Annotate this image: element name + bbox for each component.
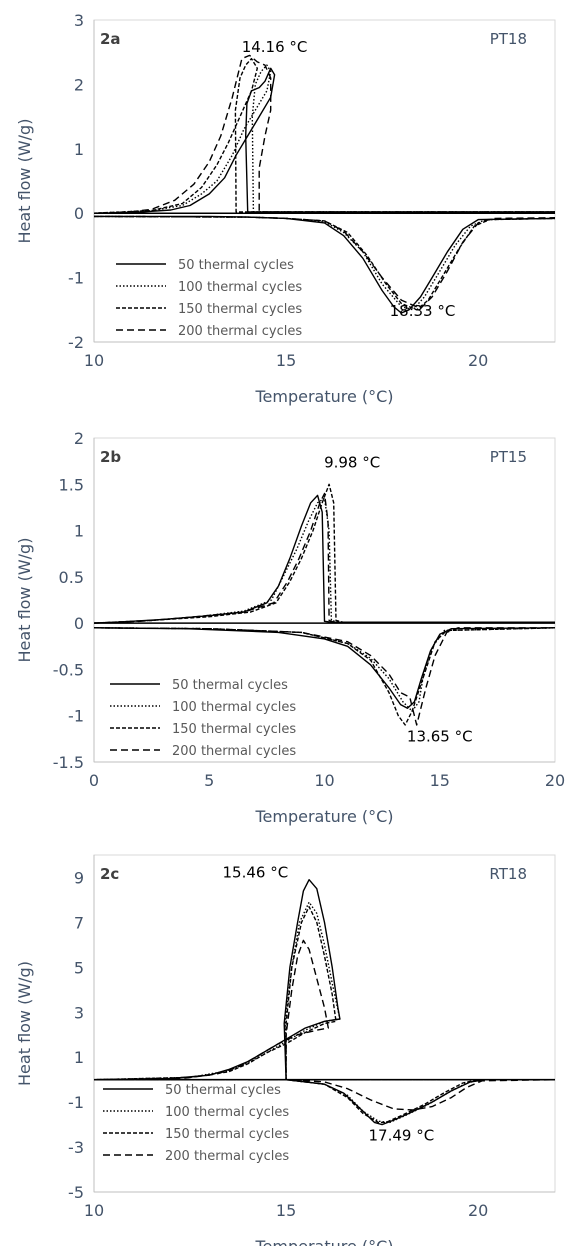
series-line-3-cooling: [93, 906, 555, 1081]
series-line-3-heating: [94, 1078, 555, 1124]
x-axis-title: Temperature (°C): [254, 807, 393, 826]
y-tick-label: -5: [68, 1183, 84, 1202]
x-tick-label: 15: [276, 1201, 296, 1220]
y-tick-label: 1: [74, 140, 84, 159]
x-axis-title: Temperature (°C): [254, 1237, 393, 1246]
x-tick-label: 20: [468, 1201, 488, 1220]
legend-label: 100 thermal cycles: [178, 280, 302, 295]
series-line-1-cooling: [93, 494, 555, 624]
material-label: PT18: [490, 30, 527, 48]
y-tick-label: 0: [74, 204, 84, 223]
y-tick-label: 3: [74, 1003, 84, 1022]
y-tick-label: -2: [68, 333, 84, 352]
chart-panel-2a: -2 -1 0 1 2 3 10 15 20 Temperature (°C) Heat flow …: [15, 11, 556, 406]
y-axis-title: Heat flow (W/g): [15, 961, 34, 1086]
x-tick-label: 10: [84, 351, 104, 370]
series-line-3-heating: [93, 627, 556, 726]
y-tick-label: 2: [74, 429, 84, 448]
chart-panel-2c: -5 -3 -1 1 3 5 7 9 10 15 20 Temperature (°C) Heat fl…: [15, 854, 556, 1251]
y-tick-label: -1.5: [53, 753, 84, 772]
series-line-4-cooling: [93, 939, 555, 1081]
legend-label: 150 thermal cycles: [172, 722, 296, 737]
legend: 50 thermal cycles 100 thermal cycles 150 t…: [103, 1083, 289, 1164]
y-tick-label: 5: [74, 958, 84, 977]
legend-label: 200 thermal cycles: [178, 324, 302, 339]
series-line-2-cooling: [93, 901, 555, 1081]
y-tick-label: 7: [74, 913, 84, 932]
y-tick-label: 0.5: [59, 568, 84, 587]
panel-label: 2c: [100, 865, 119, 883]
series-line-3-cooling: [93, 57, 555, 214]
series-line-4-cooling: [93, 54, 555, 214]
x-tick-label: 10: [84, 1201, 104, 1220]
peak-annotation: 13.65 °C: [407, 728, 473, 746]
y-axis-title: Heat flow (W/g): [15, 538, 34, 663]
legend-label: 50 thermal cycles: [178, 258, 294, 273]
plot-area: [93, 854, 556, 1193]
y-tick-label: 1: [74, 1048, 84, 1067]
series-line-4-heating: [94, 1078, 556, 1111]
series-line-2-cooling: [93, 497, 555, 624]
series-line-2-heating: [93, 215, 556, 311]
x-tick-label: 20: [545, 771, 565, 790]
material-label: PT15: [490, 448, 527, 466]
material-label: RT18: [489, 865, 527, 883]
series-line-2-heating: [94, 1078, 555, 1124]
legend-label: 100 thermal cycles: [172, 700, 296, 715]
panel-label: 2a: [100, 30, 121, 48]
peak-annotation: 15.46 °C: [223, 863, 289, 881]
series-line-4-cooling: [93, 492, 555, 624]
peak-annotation: 14.16 °C: [242, 38, 308, 56]
y-tick-label: 0: [74, 614, 84, 633]
y-axis-title: Heat flow (W/g): [15, 119, 34, 244]
y-tick-label: 1: [74, 522, 84, 541]
y-tick-label: -1: [68, 707, 84, 726]
series-line-3-heating: [93, 215, 556, 311]
legend-label: 50 thermal cycles: [165, 1083, 281, 1098]
y-tick-label: -3: [68, 1138, 84, 1157]
x-tick-label: 20: [468, 351, 488, 370]
x-tick-label: 5: [204, 771, 214, 790]
series-line-3-cooling: [93, 483, 555, 624]
series-line-1-cooling: [93, 879, 555, 1081]
y-tick-label: 9: [74, 868, 84, 887]
series-line-4-heating: [93, 627, 555, 726]
panel-label: 2b: [100, 448, 121, 466]
legend: 50 thermal cycles 100 thermal cycles 150 t…: [110, 678, 296, 759]
x-axis-title: Temperature (°C): [254, 387, 393, 406]
legend: 50 thermal cycles 100 thermal cycles 150 t…: [116, 258, 302, 339]
series-line-4-heating: [93, 215, 556, 310]
peak-annotation: 17.49 °C: [368, 1126, 434, 1144]
x-tick-label: 15: [430, 771, 450, 790]
plot-area: [93, 19, 556, 343]
legend-label: 200 thermal cycles: [165, 1149, 289, 1164]
legend-label: 150 thermal cycles: [165, 1127, 289, 1142]
x-tick-label: 10: [314, 771, 334, 790]
x-tick-label: 0: [89, 771, 99, 790]
peak-annotation: 18.33 °C: [390, 302, 456, 320]
peak-annotation: 9.98 °C: [324, 454, 380, 472]
y-tick-label: -0.5: [53, 660, 84, 679]
series-line-2-cooling: [93, 64, 555, 214]
y-tick-label: -1: [68, 1093, 84, 1112]
legend-label: 200 thermal cycles: [172, 744, 296, 759]
legend-label: 100 thermal cycles: [165, 1105, 289, 1120]
x-tick-label: 15: [276, 351, 296, 370]
series-line-1-cooling: [93, 67, 555, 214]
y-tick-label: 3: [74, 11, 84, 30]
series-line-1-heating: [94, 1078, 555, 1126]
y-tick-label: -1: [68, 269, 84, 288]
series-line-2-heating: [93, 627, 556, 712]
legend-label: 150 thermal cycles: [178, 302, 302, 317]
series-line-1-heating: [93, 627, 556, 709]
legend-label: 50 thermal cycles: [172, 678, 288, 693]
y-tick-label: 1.5: [59, 475, 84, 494]
y-tick-label: 2: [74, 75, 84, 94]
